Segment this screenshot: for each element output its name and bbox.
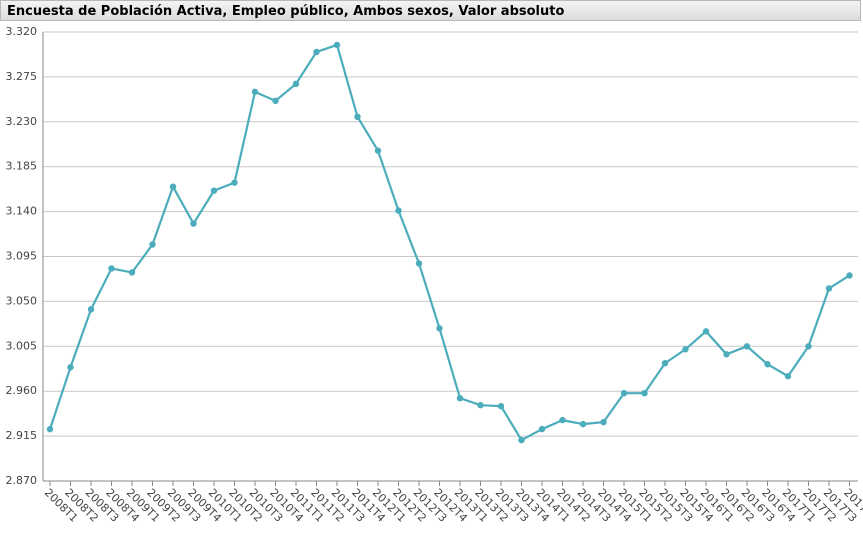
data-point [825,285,833,292]
data-point [764,361,771,368]
data-point [661,360,669,367]
data-point [682,346,689,353]
data-point [210,187,218,194]
data-point [313,48,320,56]
data-point [641,389,648,397]
data-point [702,328,710,335]
series-line [48,43,851,442]
data-point [46,425,54,433]
data-point [128,269,136,276]
data-point [395,207,402,214]
data-point [169,183,177,190]
data-point [231,179,238,186]
data-point [805,343,812,350]
data-point [477,401,484,409]
data-point [846,272,853,279]
data-point [784,373,792,380]
data-point [518,436,525,444]
data-point [190,220,197,227]
data-point [436,325,443,332]
data-point [620,389,628,397]
data-point [354,113,361,121]
data-point [149,241,156,248]
y-tick-label: 3.185 [6,160,38,173]
y-tick-label: 3.005 [6,339,38,352]
data-point [292,80,300,88]
data-point [743,343,751,350]
data-point [538,425,546,433]
data-point [723,351,730,358]
chart-title: Encuesta de Población Activa, Empleo púb… [0,0,861,21]
data-point [87,306,95,313]
data-point [497,402,505,410]
data-point [415,260,423,267]
y-tick-label: 3.320 [6,25,38,38]
data-point [272,97,279,105]
data-point [600,418,607,426]
y-tick-label: 3.275 [6,70,38,83]
data-point [108,265,115,272]
y-tick-label: 2.960 [6,384,38,397]
data-point [579,420,587,428]
y-tick-label: 2.870 [6,474,38,487]
data-point [67,364,74,371]
data-point [333,41,341,49]
y-tick-label: 3.140 [6,205,38,218]
y-tick-label: 3.095 [6,250,38,263]
y-tick-label: 3.050 [6,294,38,307]
data-point [456,394,464,402]
y-tick-label: 2.915 [6,429,38,442]
data-point [374,147,382,154]
data-point [251,88,259,96]
y-tick-label: 3.230 [6,115,38,128]
data-point [559,416,566,424]
